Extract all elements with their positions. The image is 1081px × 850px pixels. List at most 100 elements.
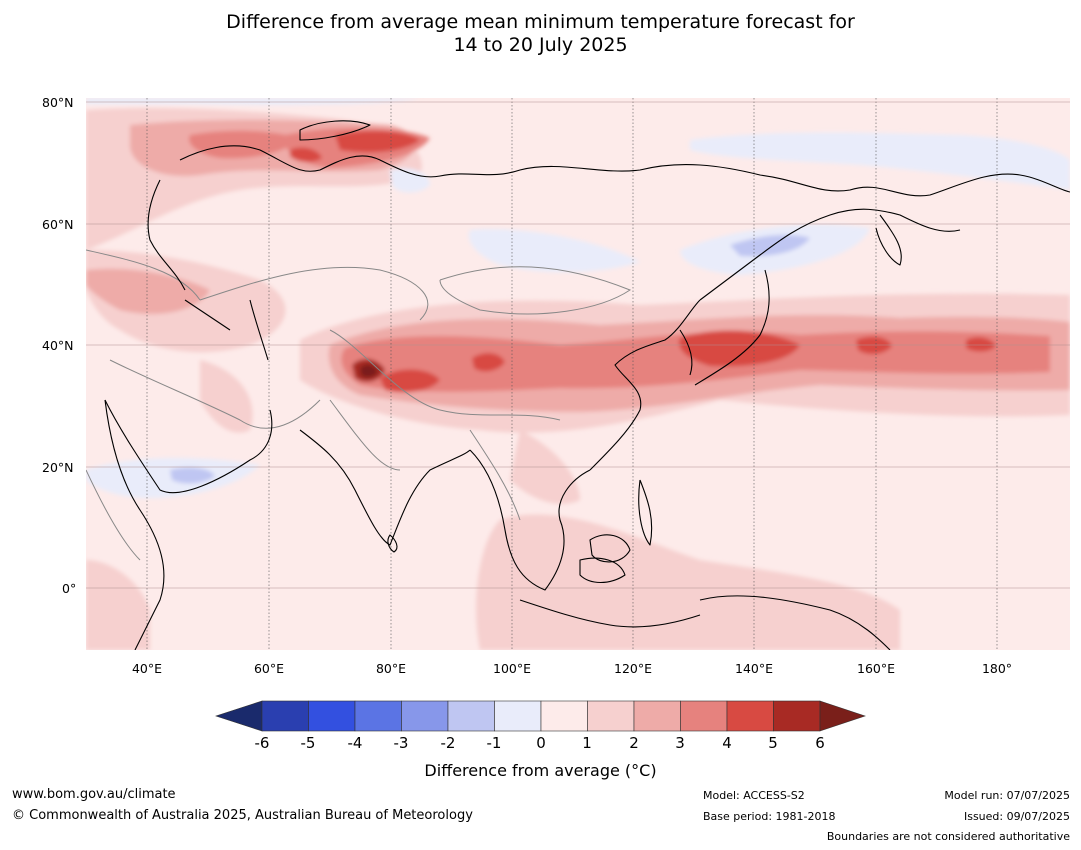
border-africa xyxy=(86,469,141,561)
lon-label-60e: 60°E xyxy=(253,661,285,676)
anomaly-fields xyxy=(86,98,1070,650)
colorbar-tick: 4 xyxy=(722,734,732,752)
colorbar-swatch xyxy=(261,700,309,732)
colorbar-swatch xyxy=(726,700,774,732)
footer-disclaimer: Boundaries are not considered authoritat… xyxy=(826,830,1070,843)
colorbar xyxy=(215,700,866,732)
border-russia-south xyxy=(86,249,201,301)
border-kazakhstan xyxy=(199,266,429,321)
lon-label-80e: 80°E xyxy=(375,661,407,676)
lat-label-0: 0° xyxy=(62,581,77,596)
footer-url[interactable]: www.bom.gov.au/climate xyxy=(12,787,176,802)
field-1to2-india xyxy=(200,360,253,433)
coast-russia-far-east xyxy=(699,208,961,301)
field-cool-arabian-core xyxy=(170,467,215,484)
lon-label-140e: 140°E xyxy=(734,661,774,676)
coast-korea xyxy=(679,329,693,376)
field-1to2-sea xyxy=(476,514,900,650)
coast-sri-lanka xyxy=(387,534,398,553)
colorbar-tick: -4 xyxy=(347,734,363,752)
field-cool-arctic xyxy=(690,132,1070,190)
colorbar-swatch xyxy=(401,700,449,732)
colorbar-swatch xyxy=(587,700,635,732)
coast-indonesia-1 xyxy=(519,599,701,628)
colorbar-tick: 0 xyxy=(536,734,546,752)
coast-scandinavia xyxy=(147,179,186,291)
coast-kamchatka xyxy=(875,214,902,266)
lon-label-100e: 100°E xyxy=(492,661,532,676)
lat-label-20n: 20°N xyxy=(42,460,74,475)
footer-copyright: © Commonwealth of Australia 2025, Austra… xyxy=(12,808,473,823)
field-4to5-pacific2 xyxy=(966,337,996,352)
colorbar-tick: 2 xyxy=(629,734,639,752)
border-middle-east xyxy=(109,359,321,429)
lon-label-120e: 120°E xyxy=(613,661,653,676)
chart-title-line2: 14 to 20 July 2025 xyxy=(453,34,628,56)
footer-base-period: Base period: 1981-2018 xyxy=(703,810,836,823)
field-4to5-north xyxy=(335,130,420,153)
field-cool-top xyxy=(86,98,420,105)
field-4to5-japan xyxy=(679,330,800,367)
gridlines xyxy=(146,98,998,650)
coast-japan xyxy=(694,269,770,386)
field-3to4-north xyxy=(189,130,300,159)
lon-label-160e: 160°E xyxy=(856,661,896,676)
field-1to2-africa xyxy=(86,560,150,650)
coast-black-caspian xyxy=(184,299,269,361)
border-china-west xyxy=(329,329,561,421)
coast-red-sea-africa xyxy=(104,399,165,650)
colorbar-tick: -2 xyxy=(440,734,456,752)
field-4to5-pacific1 xyxy=(856,336,892,355)
border-india xyxy=(329,399,401,471)
colorbar-tick: 1 xyxy=(582,734,592,752)
country-borders xyxy=(86,249,632,561)
field-cool-small xyxy=(390,168,430,193)
colorbar-tick: -1 xyxy=(486,734,502,752)
field-4to5-north2 xyxy=(290,147,322,163)
footer-model: Model: ACCESS-S2 xyxy=(703,789,805,802)
lat-label-80n: 80°N xyxy=(42,95,74,110)
coast-arabia xyxy=(104,399,273,494)
coast-novaya-zemlya xyxy=(299,120,371,141)
colorbar-swatch xyxy=(354,700,402,732)
map-area xyxy=(86,98,1070,650)
lat-label-40n: 40°N xyxy=(42,338,74,353)
colorbar-tick: 6 xyxy=(815,734,825,752)
coast-arctic-europe xyxy=(179,145,1070,197)
coast-india xyxy=(299,429,471,546)
coast-borneo xyxy=(589,534,631,563)
coast-indonesia-2 xyxy=(579,557,626,584)
colorbar-swatch xyxy=(540,700,588,732)
footer-issued: Issued: 09/07/2025 xyxy=(963,810,1070,823)
colorbar-swatch xyxy=(633,700,681,732)
colorbar-swatch xyxy=(680,700,728,732)
colorbar-tick: 5 xyxy=(768,734,778,752)
field-4to5-tibet xyxy=(380,369,440,393)
border-se-asia xyxy=(469,429,521,521)
coast-china xyxy=(589,299,701,471)
field-cool-siberia xyxy=(468,229,640,273)
colorbar-swatch xyxy=(773,700,821,732)
colorbar-title: Difference from average (°C) xyxy=(424,761,657,780)
colorbar-tick: -6 xyxy=(254,734,270,752)
border-mongolia xyxy=(439,266,632,315)
colorbar-swatch xyxy=(308,700,356,732)
chart-title-line1: Difference from average mean minimum tem… xyxy=(226,11,855,33)
lon-label-180: 180° xyxy=(981,661,1013,676)
parallels xyxy=(86,101,1070,589)
coastlines xyxy=(104,120,1070,650)
colorbar-tick: -5 xyxy=(300,734,316,752)
field-4to5-china xyxy=(472,353,505,372)
colorbar-tick: 3 xyxy=(675,734,685,752)
colorbar-swatch xyxy=(447,700,495,732)
footer-model-run: Model run: 07/07/2025 xyxy=(944,789,1070,802)
colorbar-over-triangle xyxy=(819,700,866,732)
lon-label-40e: 40°E xyxy=(131,661,163,676)
colorbar-swatch xyxy=(494,700,542,732)
lat-label-60n: 60°N xyxy=(42,217,74,232)
colorbar-under-triangle xyxy=(215,700,263,732)
field-over6-tibet xyxy=(360,364,378,378)
coast-new-guinea xyxy=(699,595,891,650)
colorbar-tick: -3 xyxy=(393,734,409,752)
